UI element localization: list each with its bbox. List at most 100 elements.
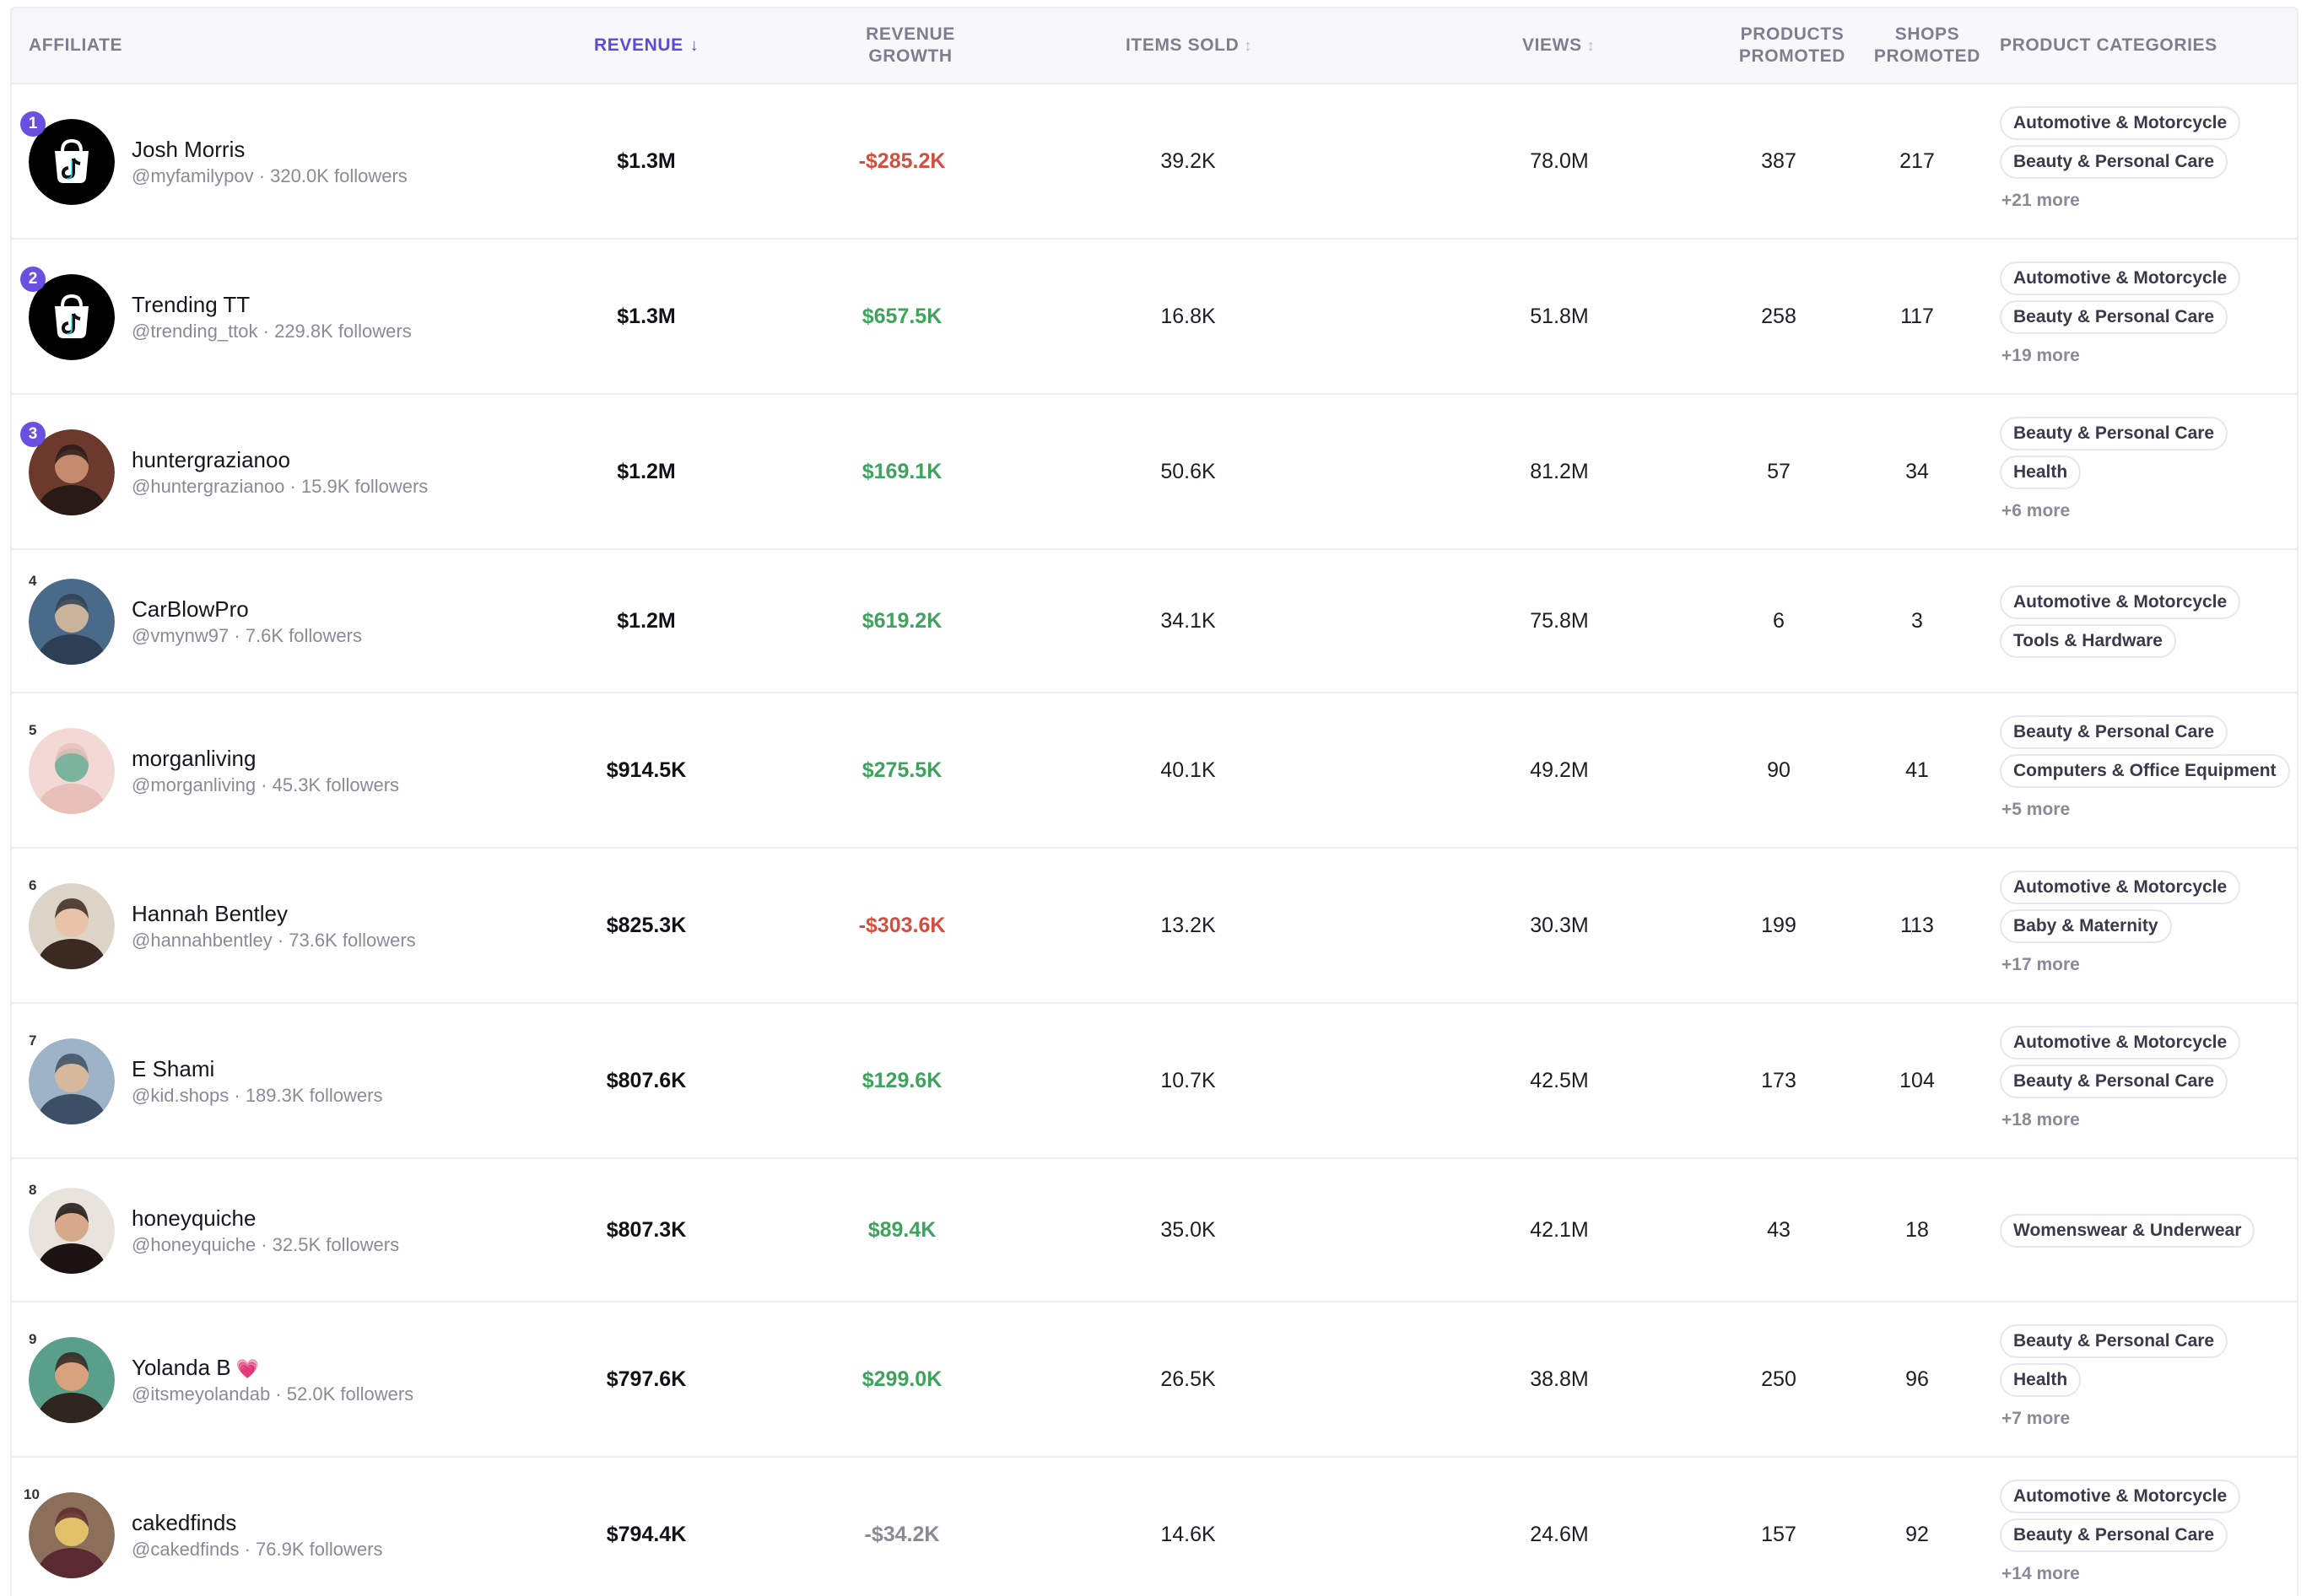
column-header-revenue-growth[interactable]: REVENUE GROWTH — [839, 8, 982, 83]
more-categories-link[interactable]: +18 more — [2001, 1110, 2080, 1130]
more-categories-link[interactable]: +7 more — [2001, 1409, 2071, 1428]
category-chip[interactable]: Automotive & Motorcycle — [2000, 262, 2241, 295]
rank-badge: 10 — [24, 1486, 40, 1502]
column-header-views[interactable]: VIEWS ↕ — [1522, 8, 1595, 83]
rank-badge: 8 — [29, 1182, 37, 1198]
table-row[interactable]: 3 huntergrazianoo @huntergrazianoo · 15.9K… — [12, 395, 2297, 550]
category-chip[interactable]: Automotive & Motorcycle — [2000, 585, 2241, 619]
column-header-product-categories-label: PRODUCT CATEGORIES — [2000, 35, 2217, 55]
table-row[interactable]: 6 Hannah Bentley @hannahbentley · 73.6K fo… — [12, 849, 2297, 1004]
category-chip[interactable]: Automotive & Motorcycle — [2000, 1026, 2241, 1060]
category-chip[interactable]: Tools & Hardware — [2000, 624, 2176, 658]
affiliate-handle: @myfamilypov · 320.0K followers — [132, 165, 408, 186]
revenue-value: $914.5K — [606, 758, 687, 782]
affiliate-name[interactable]: cakedfinds — [132, 1510, 236, 1536]
column-header-shops-promoted[interactable]: SHOPS PROMOTED — [1860, 8, 1995, 83]
sort-icon: ↕ — [1586, 37, 1596, 54]
revenue-value: $794.4K — [606, 1523, 687, 1546]
more-categories-link[interactable]: +5 more — [2001, 800, 2071, 819]
affiliate-name[interactable]: Hannah Bentley — [132, 901, 288, 927]
affiliate-name-text: morganliving — [132, 746, 257, 771]
views-value: 30.3M — [1530, 914, 1589, 937]
affiliate-name[interactable]: Josh Morris — [132, 137, 245, 163]
views-value: 78.0M — [1530, 149, 1589, 173]
category-chip[interactable]: Beauty & Personal Care — [2000, 1518, 2228, 1552]
column-header-revenue-growth-line1: REVENUE — [866, 24, 955, 44]
table-row[interactable]: 7 E Shami @kid.shops · 189.3K followers $80… — [12, 1004, 2297, 1159]
avatar[interactable] — [29, 883, 115, 969]
column-header-products-promoted[interactable]: PRODUCTS PROMOTED — [1716, 8, 1868, 83]
column-header-items-sold[interactable]: ITEMS SOLD ↕ — [1126, 8, 1252, 83]
revenue-growth-value: $657.5K — [862, 305, 943, 328]
affiliate-handle: @huntergrazianoo · 15.9K followers — [132, 476, 429, 497]
products-promoted-value: 43 — [1767, 1218, 1791, 1242]
views-value: 42.1M — [1530, 1218, 1589, 1242]
category-chip[interactable]: Health — [2000, 1363, 2082, 1397]
items-sold-value: 50.6K — [1160, 460, 1216, 483]
affiliate-handle: @hannahbentley · 73.6K followers — [132, 930, 416, 951]
category-chip[interactable]: Beauty & Personal Care — [2000, 417, 2228, 450]
category-chip[interactable]: Beauty & Personal Care — [2000, 145, 2228, 179]
affiliate-name[interactable]: E Shami — [132, 1056, 214, 1082]
table-row[interactable]: 1 Josh Morris @myfamilypov · 320.0K follow… — [12, 84, 2297, 240]
views-value: 81.2M — [1530, 460, 1589, 483]
affiliate-name[interactable]: Yolanda B 💗 — [132, 1355, 259, 1381]
avatar[interactable] — [29, 1337, 115, 1423]
more-categories-link[interactable]: +19 more — [2001, 346, 2080, 365]
avatar[interactable] — [29, 429, 115, 515]
category-chip[interactable]: Baby & Maternity — [2000, 909, 2172, 943]
category-chip[interactable]: Automotive & Motorcycle — [2000, 106, 2241, 140]
affiliate-name[interactable]: huntergrazianoo — [132, 447, 290, 473]
more-categories-link[interactable]: +6 more — [2001, 501, 2071, 520]
table-row[interactable]: 4 CarBlowPro @vmynw97 · 7.6K followers $1.2… — [12, 550, 2297, 693]
affiliate-handle: @morganliving · 45.3K followers — [132, 774, 400, 795]
affiliate-name[interactable]: morganliving — [132, 746, 256, 772]
avatar[interactable] — [29, 1038, 115, 1124]
revenue-growth-value: $299.0K — [862, 1367, 943, 1391]
tiktok-logo-icon[interactable] — [29, 119, 115, 205]
more-categories-link[interactable]: +17 more — [2001, 955, 2080, 974]
avatar[interactable] — [29, 579, 115, 665]
revenue-value: $1.2M — [617, 460, 676, 483]
views-value: 38.8M — [1530, 1367, 1589, 1391]
table-row[interactable]: 10 cakedfinds @cakedfinds · 76.9K follower… — [12, 1458, 2297, 1596]
category-chip[interactable]: Beauty & Personal Care — [2000, 715, 2228, 749]
category-chip[interactable]: Beauty & Personal Care — [2000, 1324, 2228, 1358]
views-value: 75.8M — [1530, 609, 1589, 633]
column-header-product-categories: PRODUCT CATEGORIES — [2000, 8, 2217, 83]
category-chip[interactable]: Computers & Office Equipment — [2000, 754, 2290, 788]
affiliate-name[interactable]: honeyquiche — [132, 1205, 256, 1232]
column-header-products-promoted-line1: PRODUCTS — [1740, 24, 1845, 44]
category-chip[interactable]: Beauty & Personal Care — [2000, 1065, 2228, 1098]
table-row[interactable]: 2 Trending TT @trending_ttok · 229.8K foll… — [12, 240, 2297, 395]
more-categories-link[interactable]: +14 more — [2001, 1564, 2080, 1583]
affiliate-name[interactable]: Trending TT — [132, 292, 250, 318]
avatar[interactable] — [29, 728, 115, 814]
category-chip[interactable]: Womenswear & Underwear — [2000, 1214, 2255, 1248]
shops-promoted-value: 96 — [1905, 1367, 1929, 1391]
shops-promoted-value: 3 — [1911, 609, 1923, 633]
items-sold-value: 26.5K — [1160, 1367, 1216, 1391]
category-chip[interactable]: Health — [2000, 456, 2082, 489]
category-chip[interactable]: Automotive & Motorcycle — [2000, 871, 2241, 904]
column-header-products-promoted-line2: PROMOTED — [1738, 46, 1846, 66]
sort-icon: ↕ — [1244, 37, 1252, 54]
avatar[interactable] — [29, 1188, 115, 1274]
products-promoted-value: 387 — [1761, 149, 1796, 173]
category-chip[interactable]: Automotive & Motorcycle — [2000, 1480, 2241, 1513]
column-header-affiliate[interactable]: AFFILIATE — [29, 8, 122, 83]
tiktok-logo-icon[interactable] — [29, 274, 115, 360]
table-row[interactable]: 5 morganliving @morganliving · 45.3K follo… — [12, 693, 2297, 849]
items-sold-value: 40.1K — [1160, 758, 1216, 782]
table-row[interactable]: 8 honeyquiche @honeyquiche · 32.5K followe… — [12, 1159, 2297, 1302]
column-header-revenue[interactable]: REVENUE ↓ — [594, 8, 699, 83]
revenue-value: $797.6K — [606, 1367, 687, 1391]
affiliate-name[interactable]: CarBlowPro — [132, 596, 249, 623]
products-promoted-value: 250 — [1761, 1367, 1796, 1391]
avatar[interactable] — [29, 1492, 115, 1578]
table-row[interactable]: 9 Yolanda B 💗 @itsmeyolandab · 52.0K follow… — [12, 1302, 2297, 1458]
category-chip[interactable]: Beauty & Personal Care — [2000, 300, 2228, 334]
more-categories-link[interactable]: +21 more — [2001, 191, 2080, 210]
table-body: 1 Josh Morris @myfamilypov · 320.0K follow… — [12, 84, 2297, 1596]
